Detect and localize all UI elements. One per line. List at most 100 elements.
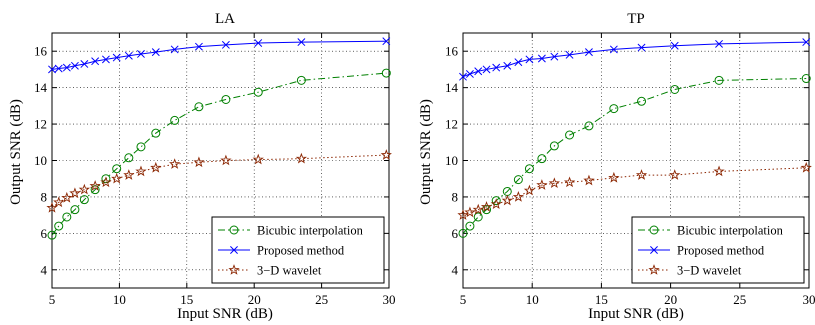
data-point — [220, 154, 232, 166]
data-point — [512, 191, 524, 202]
data-point — [382, 37, 391, 46]
x-tick-label: 30 — [383, 292, 396, 307]
data-point — [584, 48, 593, 57]
data-point — [514, 58, 523, 67]
data-point — [135, 165, 147, 177]
data-point — [69, 187, 81, 199]
data-point — [48, 65, 56, 74]
data-point — [253, 87, 263, 97]
data-point — [465, 70, 474, 78]
data-point — [482, 65, 491, 74]
data-point — [170, 115, 180, 125]
y-tick-label: 6 — [41, 226, 48, 241]
data-point — [608, 171, 620, 183]
series-circle — [458, 74, 811, 238]
x-tick-label: 5 — [460, 292, 467, 307]
data-point — [536, 179, 548, 190]
data-point — [565, 130, 575, 140]
data-point — [380, 149, 392, 160]
data-point — [714, 75, 724, 85]
legend-label: Proposed method — [677, 244, 765, 258]
data-point — [295, 152, 307, 164]
series-circle — [47, 68, 391, 240]
x-tick-label: 15 — [595, 292, 608, 307]
series-x — [459, 38, 811, 81]
data-point — [89, 180, 101, 191]
legend-marker — [649, 225, 659, 235]
data-point — [193, 156, 205, 168]
data-point — [252, 153, 264, 165]
x-axis-label: Input SNR (dB) — [588, 306, 684, 322]
chart-title: TP — [627, 11, 645, 27]
chart-panel-tp: TP Input SNR (dB) Output SNR (dB) 5 10 15 2… — [418, 11, 815, 322]
y-tick-label: 8 — [41, 189, 48, 204]
y-tick-label: 16 — [34, 44, 48, 59]
data-point — [78, 183, 90, 195]
data-point — [70, 205, 80, 215]
x-tick-label: 15 — [180, 292, 193, 307]
data-point — [501, 194, 513, 206]
data-point — [459, 72, 467, 81]
data-point — [194, 42, 203, 51]
y-tick-label: 4 — [452, 262, 459, 277]
y-tick-label: 4 — [41, 262, 48, 277]
data-point — [112, 164, 122, 174]
chart-panel-la: LA Input SNR (dB) Output SNR (dB) 5 10 15 2… — [8, 11, 396, 322]
x-tick-label: 25 — [733, 292, 746, 307]
data-point — [79, 195, 89, 205]
x-tick-label: 5 — [49, 292, 56, 307]
y-tick-label: 14 — [34, 80, 48, 95]
series-line — [51, 154, 387, 209]
x-tick-label: 30 — [803, 292, 815, 307]
data-point — [137, 49, 145, 58]
data-point — [100, 176, 112, 188]
data-point — [136, 142, 146, 152]
y-tick-label: 8 — [452, 189, 459, 204]
data-point — [584, 121, 594, 131]
data-point — [381, 68, 391, 78]
y-tick-label: 12 — [445, 117, 458, 132]
y-tick-label: 12 — [34, 117, 47, 132]
data-point — [101, 55, 110, 64]
data-point — [802, 38, 811, 47]
legend-marker — [230, 246, 238, 254]
data-point — [474, 67, 483, 76]
data-point — [111, 172, 123, 184]
data-point — [523, 184, 536, 196]
legend-label: Bicubic interpolation — [257, 224, 364, 238]
data-point — [151, 128, 161, 138]
data-point — [80, 60, 89, 68]
data-point — [637, 43, 646, 52]
data-point — [124, 153, 134, 163]
legend-label: 3−D wavelet — [257, 264, 322, 278]
data-point — [513, 175, 523, 185]
data-point — [124, 51, 133, 60]
data-point — [565, 50, 574, 59]
legend: Bicubic interpolation Proposed method 3−D … — [631, 216, 805, 284]
data-point — [151, 48, 160, 57]
data-point — [47, 230, 57, 240]
legend-label: Bicubic interpolation — [677, 224, 784, 238]
legend-marker — [648, 264, 660, 275]
data-point — [112, 53, 121, 62]
data-point — [492, 63, 501, 72]
y-tick-label: 16 — [445, 44, 459, 59]
data-point — [194, 102, 204, 112]
data-point — [221, 94, 231, 104]
data-point — [713, 165, 725, 177]
data-point — [670, 41, 679, 50]
data-point — [297, 38, 306, 47]
data-point — [715, 39, 723, 48]
data-point — [549, 141, 559, 151]
legend-label: 3−D wavelet — [677, 264, 742, 278]
data-point — [465, 221, 475, 231]
y-tick-label: 14 — [445, 80, 459, 95]
series-line — [462, 78, 807, 234]
legend-marker — [228, 264, 240, 275]
data-point — [637, 96, 647, 106]
legend-label: Proposed method — [257, 244, 345, 258]
data-point — [62, 63, 71, 72]
x-tick-label: 10 — [113, 292, 126, 307]
data-point — [62, 212, 72, 222]
data-point — [170, 45, 179, 54]
